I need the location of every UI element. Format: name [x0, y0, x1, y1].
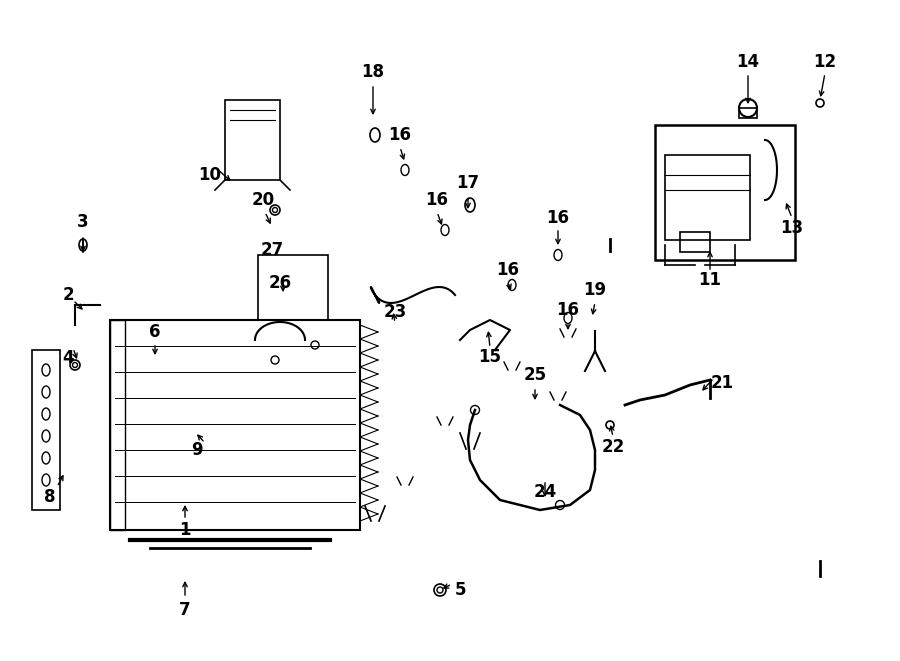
- Text: 22: 22: [601, 438, 625, 456]
- Text: 12: 12: [814, 53, 837, 71]
- Bar: [665, 155, 750, 240]
- Text: 27: 27: [260, 241, 284, 259]
- Text: 17: 17: [456, 174, 480, 192]
- Text: 26: 26: [268, 274, 292, 292]
- Text: 3: 3: [77, 213, 89, 231]
- Text: 16: 16: [426, 191, 448, 209]
- Text: 7: 7: [179, 601, 191, 619]
- Bar: [655, 125, 795, 260]
- Text: 6: 6: [149, 323, 161, 341]
- Text: 21: 21: [710, 374, 734, 392]
- Text: 16: 16: [497, 261, 519, 279]
- Text: 15: 15: [479, 348, 501, 366]
- Bar: [739, 108, 757, 118]
- Bar: [680, 232, 710, 252]
- Text: 8: 8: [44, 488, 56, 506]
- Bar: [110, 320, 125, 530]
- Text: 16: 16: [556, 301, 580, 319]
- Text: 10: 10: [199, 166, 221, 184]
- Text: 20: 20: [251, 191, 274, 209]
- Text: 16: 16: [389, 126, 411, 144]
- Text: 14: 14: [736, 53, 760, 71]
- Text: 16: 16: [546, 209, 570, 227]
- Text: 25: 25: [524, 366, 546, 384]
- Text: 5: 5: [454, 581, 466, 599]
- Text: 13: 13: [780, 219, 804, 237]
- Text: 9: 9: [191, 441, 202, 459]
- Text: 24: 24: [534, 483, 556, 501]
- Text: 4: 4: [62, 349, 74, 367]
- Text: 23: 23: [383, 303, 407, 321]
- Bar: [32, 350, 60, 510]
- Bar: [258, 255, 328, 320]
- Text: 19: 19: [583, 281, 607, 299]
- Bar: [225, 100, 280, 180]
- Bar: [110, 320, 360, 530]
- Text: 1: 1: [179, 521, 191, 539]
- Text: 2: 2: [62, 286, 74, 304]
- Text: 18: 18: [362, 63, 384, 81]
- Text: 11: 11: [698, 271, 722, 289]
